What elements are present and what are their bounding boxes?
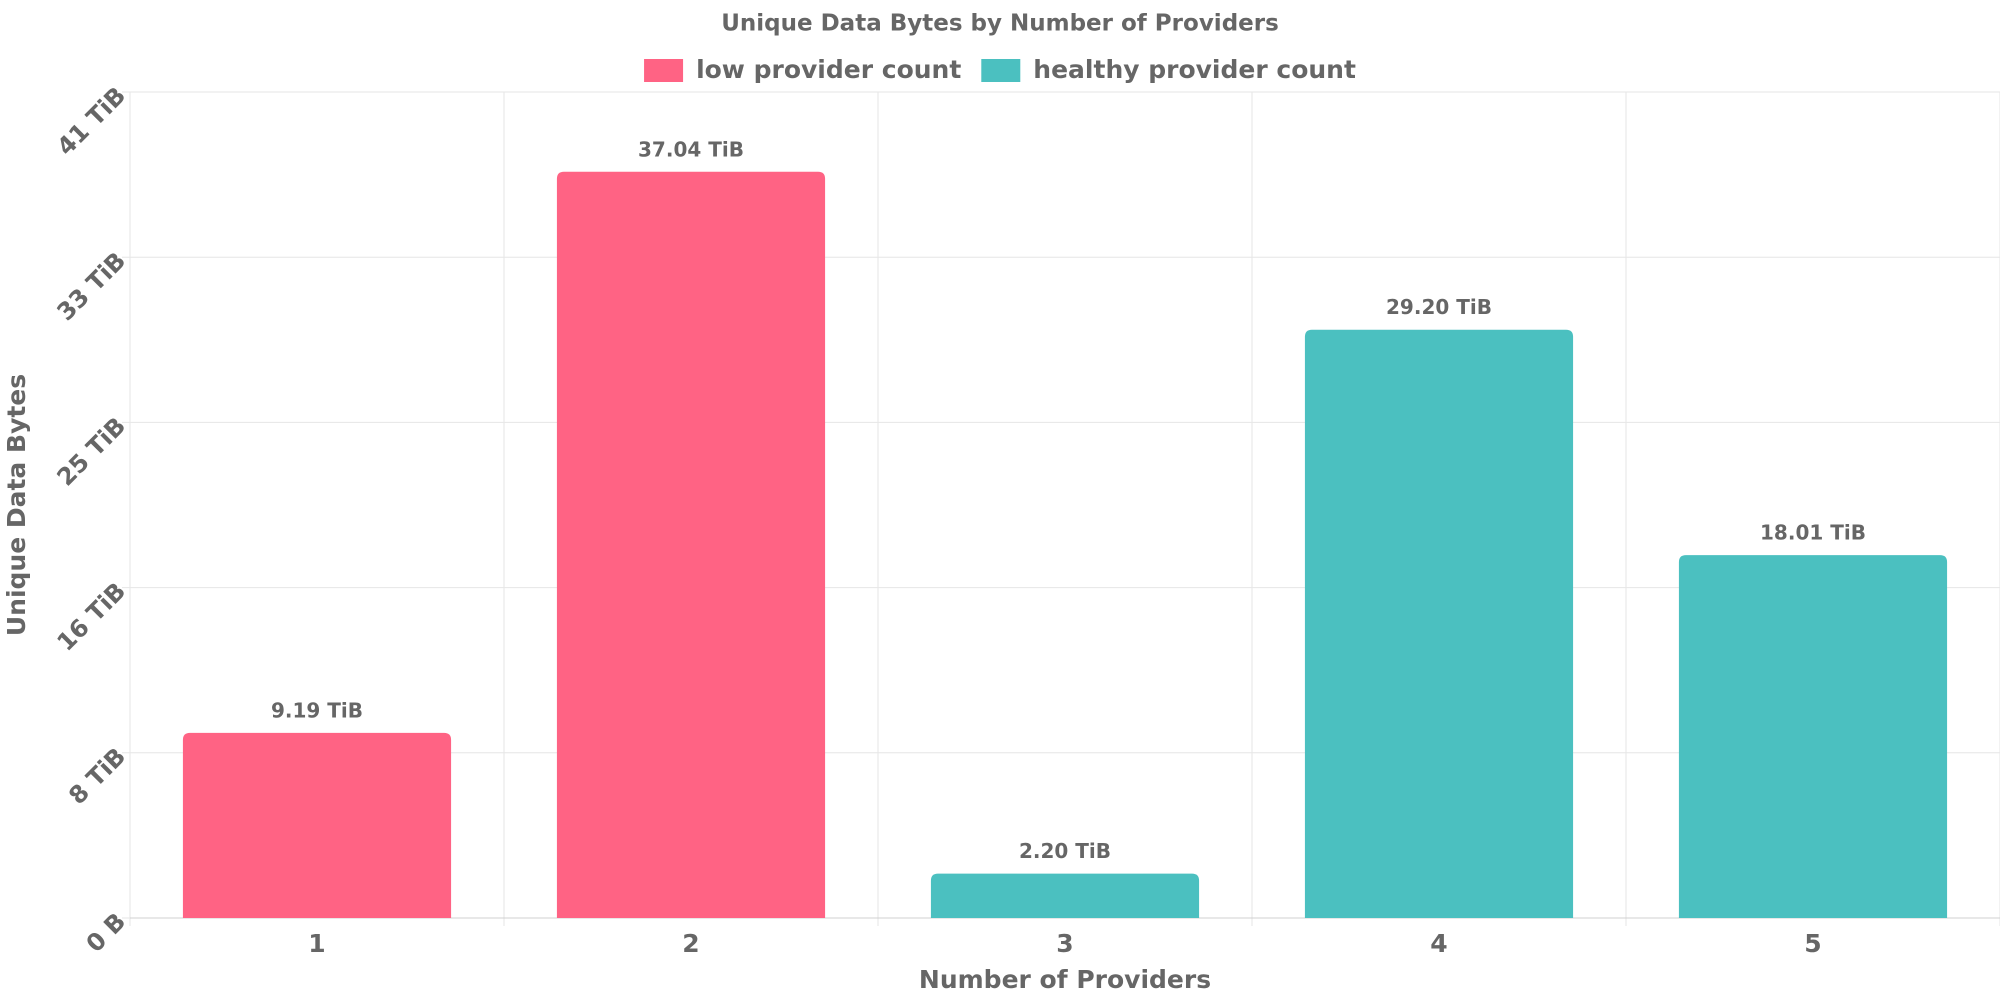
bar bbox=[1678, 555, 1948, 918]
y-tick-label: 16 TiB bbox=[52, 577, 132, 657]
y-tick-label: 33 TiB bbox=[52, 247, 132, 327]
x-tick-label: 1 bbox=[308, 929, 325, 958]
y-tick-label: 0 B bbox=[81, 907, 131, 957]
x-tick-label: 4 bbox=[1430, 929, 1447, 958]
y-tick-label: 25 TiB bbox=[52, 412, 132, 492]
bar bbox=[930, 873, 1200, 918]
value-label: 9.19 TiB bbox=[271, 698, 363, 722]
x-tick-label: 2 bbox=[682, 929, 699, 958]
y-tick-label: 41 TiB bbox=[52, 81, 132, 161]
y-axis-title: Unique Data Bytes bbox=[2, 374, 31, 636]
legend-label: low provider count bbox=[696, 55, 961, 84]
bar bbox=[1304, 329, 1574, 919]
legend-swatch bbox=[981, 59, 1021, 82]
y-tick-label: 8 TiB bbox=[63, 742, 131, 810]
bar bbox=[182, 732, 452, 918]
bar bbox=[556, 171, 826, 918]
legend-swatch bbox=[644, 59, 684, 82]
x-tick-label: 5 bbox=[1804, 929, 1821, 958]
chart-title: Unique Data Bytes by Number of Providers bbox=[721, 11, 1279, 37]
x-tick-label: 3 bbox=[1056, 929, 1073, 958]
value-label: 29.20 TiB bbox=[1386, 295, 1492, 319]
value-label: 2.20 TiB bbox=[1019, 839, 1111, 863]
value-label: 18.01 TiB bbox=[1760, 521, 1866, 545]
x-axis-title: Number of Providers bbox=[919, 965, 1211, 994]
legend-label: healthy provider count bbox=[1033, 55, 1356, 84]
value-label: 37.04 TiB bbox=[638, 137, 744, 161]
